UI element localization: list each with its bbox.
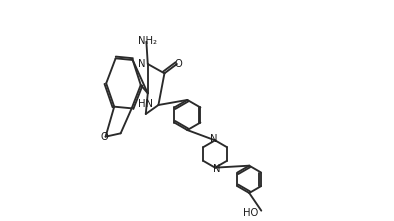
Text: NH₂: NH₂ [138,36,157,46]
Text: HO: HO [243,208,258,218]
Text: O: O [175,59,182,69]
Text: HN: HN [138,99,153,109]
Text: N: N [213,164,221,174]
Text: O: O [100,132,108,142]
Text: N: N [210,134,217,144]
Text: N: N [138,59,145,69]
